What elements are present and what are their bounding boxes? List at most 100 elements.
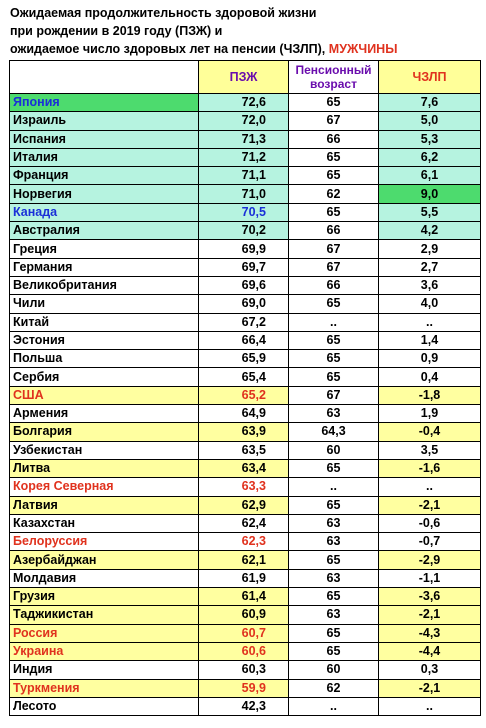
chzlp-cell: 1,4 [378,330,481,351]
country-cell: Грузия [9,587,199,607]
table-row: Франция 71,1 65 6,1 [9,166,481,186]
chzlp-cell: -1,8 [378,385,481,406]
pension-age-cell: 65 [288,587,379,607]
chzlp-cell: 9,0 [378,184,481,204]
table-row: Греция 69,9 67 2,9 [9,239,481,259]
country-cell: Австралия [9,221,199,241]
country-cell: Россия [9,623,199,643]
table-row: Канада 70,5 65 5,5 [9,202,481,223]
pension-age-cell: 64,3 [288,422,379,442]
table-row: Великобритания 69,6 66 3,6 [9,275,481,296]
pension-age-cell: 65 [288,458,379,479]
chzlp-cell: -0,4 [378,422,481,442]
chzlp-cell: -0,7 [378,532,481,552]
table-row: Израиль 72,0 67 5,0 [9,111,481,131]
table-row: Украина 60,6 65 -4,4 [9,641,481,662]
chzlp-cell: 3,6 [378,275,481,296]
pension-age-cell: 63 [288,532,379,552]
pension-age-cell: 60 [288,660,379,680]
pension-age-cell: 65 [288,550,379,570]
country-cell: Лесото [9,696,199,717]
pension-age-cell: 67 [288,239,379,259]
chzlp-cell: .. [378,477,481,497]
country-cell: Канада [9,202,199,223]
chzlp-cell: -2,1 [378,605,481,625]
table-row: Армения 64,9 63 1,9 [9,404,481,424]
table-title: Ожидаемая продолжительность здоровой жиз… [10,4,480,58]
country-cell: Япония [9,92,199,113]
chzlp-cell: -2,9 [378,550,481,570]
pension-age-cell: 65 [288,623,379,643]
country-cell: Чили [9,294,199,314]
pzh-cell: 61,9 [198,568,289,589]
chzlp-cell: -0,6 [378,513,481,534]
table-row: Россия 60,7 65 -4,3 [9,623,481,643]
table-row: Узбекистан 63,5 60 3,5 [9,440,481,460]
country-cell: Эстония [9,330,199,351]
country-cell: Китай [9,312,199,332]
table-row: Италия 71,2 65 6,2 [9,147,481,168]
table-body: Япония 72,6 65 7,6 Израиль 72,0 67 5,0 Испания 71… [9,92,481,717]
country-cell: Казахстан [9,513,199,534]
pzh-cell: 69,7 [198,257,289,277]
country-cell: Сербия [9,367,199,387]
chzlp-cell: 2,7 [378,257,481,277]
pzh-cell: 64,9 [198,404,289,424]
pzh-cell: 69,0 [198,294,289,314]
pension-age-cell: 65 [288,349,379,369]
table-row: Польша 65,9 65 0,9 [9,349,481,369]
country-cell: Италия [9,147,199,168]
pension-age-cell: 65 [288,367,379,387]
header-chzlp: ЧЗЛП [378,60,481,94]
chzlp-cell: .. [378,312,481,332]
title-gender-label: МУЖЧИНЫ [328,42,398,56]
country-cell: Туркмения [9,678,199,698]
table-row: Китай 67,2.... [9,312,481,332]
country-cell: Германия [9,257,199,277]
pzh-cell: 60,6 [198,641,289,662]
pzh-cell: 69,9 [198,239,289,259]
chzlp-cell: 7,6 [378,92,481,113]
table-row: Литва 63,4 65 -1,6 [9,458,481,479]
pzh-cell: 62,4 [198,513,289,534]
pzh-cell: 70,5 [198,202,289,223]
country-cell: Молдавия [9,568,199,589]
chzlp-cell: -2,1 [378,495,481,515]
pension-age-cell: 63 [288,605,379,625]
pension-age-cell: 60 [288,440,379,460]
country-cell: Узбекистан [9,440,199,460]
pension-age-cell: 65 [288,166,379,186]
chzlp-cell: 5,0 [378,111,481,131]
table-row: Таджикистан 60,9 63 -2,1 [9,605,481,625]
pzh-cell: 65,2 [198,385,289,406]
country-cell: США [9,385,199,406]
pension-age-cell: 66 [288,221,379,241]
pension-age-cell: 66 [288,275,379,296]
header-row: ПЗЖ Пенсионный возраст ЧЗЛП [9,60,481,94]
chzlp-cell: 4,2 [378,221,481,241]
table-row: Казахстан 62,4 63 -0,6 [9,513,481,534]
pension-age-cell: 65 [288,294,379,314]
country-cell: Азербайджан [9,550,199,570]
pension-age-cell: 62 [288,184,379,204]
pension-age-cell: 67 [288,257,379,277]
pension-age-cell: 62 [288,678,379,698]
chzlp-cell: 3,5 [378,440,481,460]
pzh-cell: 63,5 [198,440,289,460]
table-row: Германия 69,7 67 2,7 [9,257,481,277]
pzh-cell: 60,7 [198,623,289,643]
table-row: Корея Северная 63,3.... [9,477,481,497]
chzlp-cell: 6,1 [378,166,481,186]
pzh-cell: 72,0 [198,111,289,131]
pzh-cell: 69,6 [198,275,289,296]
pension-age-cell: .. [288,696,379,717]
country-cell: Болгария [9,422,199,442]
country-cell: Белоруссия [9,532,199,552]
header-country [9,60,199,94]
country-cell: Таджикистан [9,605,199,625]
chzlp-cell: 4,0 [378,294,481,314]
country-cell: Франция [9,166,199,186]
table-row: США 65,2 67 -1,8 [9,385,481,406]
title-line-2: при рождении в 2019 году (ПЗЖ) и [10,24,223,38]
table-row: Грузия 61,4 65 -3,6 [9,587,481,607]
